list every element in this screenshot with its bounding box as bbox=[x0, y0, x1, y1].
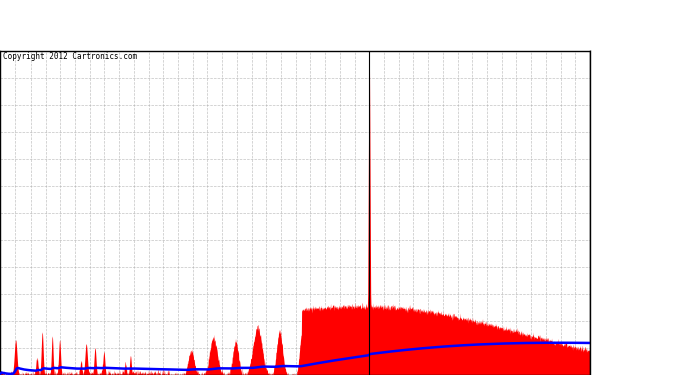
Text: West Array Actual Power (red) & Running Average Power (Watts blue)  Wed Apr 25 1: West Array Actual Power (red) & Running … bbox=[7, 19, 605, 32]
Text: Copyright 2012 Cartronics.com: Copyright 2012 Cartronics.com bbox=[3, 52, 137, 61]
